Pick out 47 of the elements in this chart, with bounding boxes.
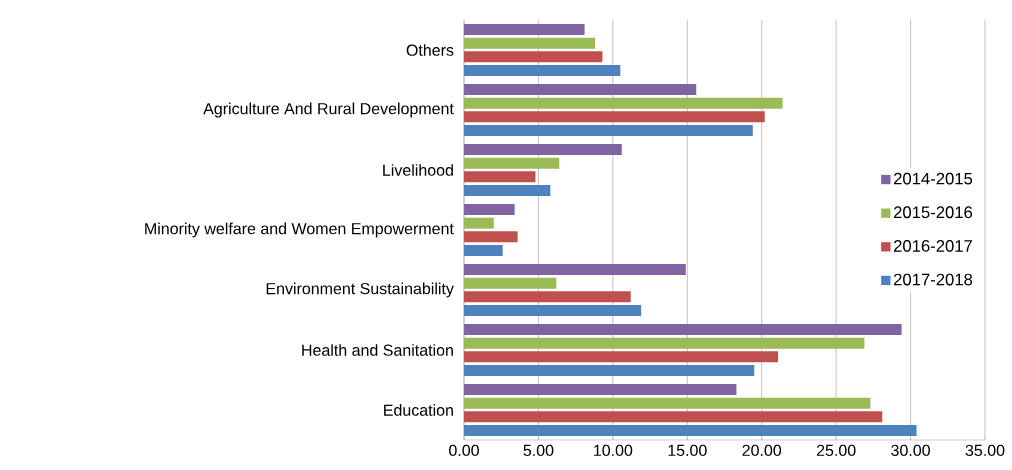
bar bbox=[464, 277, 557, 289]
y-tick-label: Minority welfare and Women Empowerment bbox=[145, 222, 454, 238]
x-tick-label: 5.00 bbox=[523, 444, 554, 457]
bar bbox=[464, 217, 494, 229]
bar bbox=[464, 184, 551, 196]
bar bbox=[464, 231, 518, 243]
bar bbox=[464, 125, 753, 136]
y-tick-label: Health and Sanitation bbox=[302, 344, 453, 356]
bar bbox=[464, 264, 686, 275]
bar bbox=[464, 411, 883, 423]
bar bbox=[464, 111, 765, 123]
x-tick-label: 30.00 bbox=[891, 444, 930, 457]
x-tick-label: 0.00 bbox=[449, 444, 479, 457]
y-tick-label: Livelihood bbox=[383, 164, 453, 176]
bar bbox=[464, 351, 779, 363]
bar bbox=[464, 337, 865, 349]
bar bbox=[464, 84, 697, 95]
x-tick-label: 35.00 bbox=[965, 444, 1005, 457]
bar bbox=[464, 37, 595, 49]
x-tick-label: 10.00 bbox=[594, 444, 633, 457]
legend-label: 2017-2018 bbox=[893, 273, 973, 286]
bar bbox=[464, 24, 585, 35]
bar bbox=[464, 51, 603, 63]
y-tick-label: Education bbox=[384, 404, 453, 416]
x-tick-label: 15.00 bbox=[668, 444, 707, 457]
bar bbox=[464, 204, 515, 215]
bar bbox=[464, 304, 642, 316]
bar bbox=[464, 383, 737, 395]
bar bbox=[464, 65, 621, 76]
x-tick-label: 20.00 bbox=[742, 444, 782, 457]
bar bbox=[464, 424, 917, 436]
bar bbox=[464, 323, 902, 335]
bar bbox=[464, 144, 622, 155]
bar bbox=[464, 291, 631, 303]
bar bbox=[464, 397, 871, 409]
bar bbox=[464, 157, 560, 169]
bar bbox=[464, 171, 536, 183]
bar bbox=[464, 364, 755, 376]
legend-label: 2016-2017 bbox=[893, 240, 972, 252]
y-tick-label: Others bbox=[406, 44, 454, 56]
legend-label: 2015-2016 bbox=[893, 206, 973, 219]
bar bbox=[464, 97, 783, 109]
y-tick-label: Environment Sustainability bbox=[266, 282, 454, 298]
x-tick-label: 25.00 bbox=[816, 444, 856, 457]
bar bbox=[464, 244, 503, 256]
legend-label: 2014-2015 bbox=[893, 172, 973, 185]
y-tick-label: Agriculture And Rural Development bbox=[203, 102, 454, 118]
